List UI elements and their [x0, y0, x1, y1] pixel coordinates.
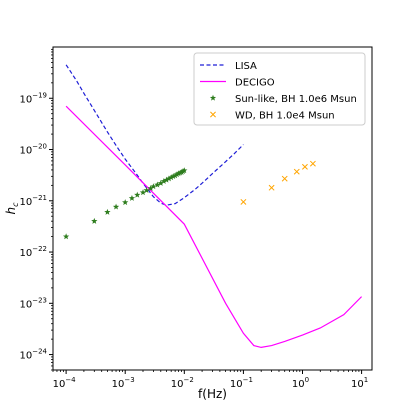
legend-item: LISA	[200, 61, 257, 72]
data-point	[163, 176, 170, 183]
data-point	[301, 163, 308, 170]
legend: LISA DECIGO Sun-like, BH 1.0e6 Msun WD, BH …	[193, 52, 366, 126]
series-0	[65, 64, 244, 206]
legend-swatch	[209, 94, 217, 101]
y-tick-label: 10−20	[19, 143, 47, 157]
data-point	[143, 187, 150, 193]
legend-item: Sun-like, BH 1.0e6 Msun	[209, 94, 357, 105]
legend-swatch	[210, 111, 216, 118]
data-point	[268, 184, 275, 191]
data-point	[157, 179, 164, 186]
data-point	[104, 208, 111, 215]
data-point	[168, 174, 175, 181]
legend-item: DECIGO	[200, 78, 275, 89]
series-2	[62, 167, 188, 240]
legend-item: WD, BH 1.0e4 Msun	[210, 111, 335, 122]
legend-label: DECIGO	[235, 78, 275, 89]
data-point	[147, 185, 154, 191]
data-point	[62, 233, 70, 240]
legend-label: LISA	[235, 61, 257, 72]
data-point	[91, 217, 98, 224]
data-point	[154, 181, 161, 188]
axes-frame	[52, 46, 373, 371]
data-point	[160, 177, 167, 184]
y-tick-label: 10−24	[19, 348, 47, 362]
data-point	[128, 194, 136, 201]
series-line	[65, 64, 244, 206]
y-tick-label: 10−19	[19, 91, 47, 105]
legend-label: Sun-like, BH 1.0e6 Msun	[235, 94, 357, 105]
data-point	[112, 203, 120, 210]
y-tick-label: 10−21	[19, 194, 47, 208]
data-point	[173, 171, 181, 178]
series-3	[240, 160, 316, 205]
data-point	[281, 175, 288, 182]
series-line	[65, 105, 363, 349]
data-point	[309, 160, 316, 167]
data-point	[165, 175, 173, 182]
y-tick-label: 10−22	[19, 245, 47, 259]
y-axis-label: hc	[4, 202, 20, 215]
data-point	[172, 172, 179, 179]
series-1	[65, 105, 363, 349]
data-point	[175, 170, 182, 177]
x-axis-label: f(Hz)	[198, 387, 227, 401]
data-point	[134, 191, 141, 198]
data-point	[122, 199, 129, 206]
plot-area	[62, 64, 363, 349]
data-point	[139, 189, 147, 196]
legend-label: WD, BH 1.0e4 Msun	[235, 111, 335, 122]
data-point	[293, 168, 300, 175]
legend-box	[193, 52, 366, 126]
y-tick-label: 10−23	[19, 296, 47, 310]
data-point	[170, 173, 177, 179]
data-point	[181, 167, 188, 174]
data-point	[240, 198, 247, 205]
data-point	[178, 168, 185, 175]
data-point	[150, 183, 157, 190]
